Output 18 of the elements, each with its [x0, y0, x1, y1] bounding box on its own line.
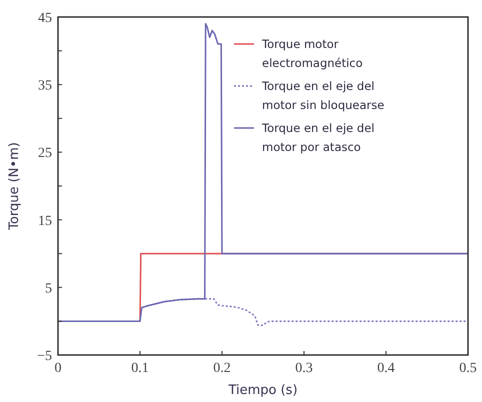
legend-label: Torque motor electromagnético: [261, 37, 363, 70]
y-axis-title: Torque (N•m): [7, 142, 22, 231]
y-tick-label: 15: [38, 214, 52, 229]
y-tick-label: 5: [45, 281, 52, 296]
x-axis-title: Tiempo (s): [227, 383, 298, 398]
x-tick-label: 0.3: [295, 361, 313, 376]
legend-label: Torque en el eje del motor por atasco: [261, 121, 374, 154]
y-tick-label: 35: [38, 78, 52, 94]
legend-label: Torque en el eje del motor sin bloquearse: [261, 79, 384, 112]
x-tick-label: 0.4: [377, 361, 395, 376]
y-tick-label: 45: [38, 11, 52, 26]
x-tick-label: 0.5: [459, 361, 477, 376]
y-tick-label: −5: [37, 349, 52, 364]
line-series: [57, 23, 469, 322]
y-tick-label: 25: [38, 146, 52, 162]
x-tick-label: 0: [54, 361, 62, 376]
x-tick-label: 0.1: [131, 361, 149, 376]
x-tick-label: 0.2: [213, 361, 231, 376]
